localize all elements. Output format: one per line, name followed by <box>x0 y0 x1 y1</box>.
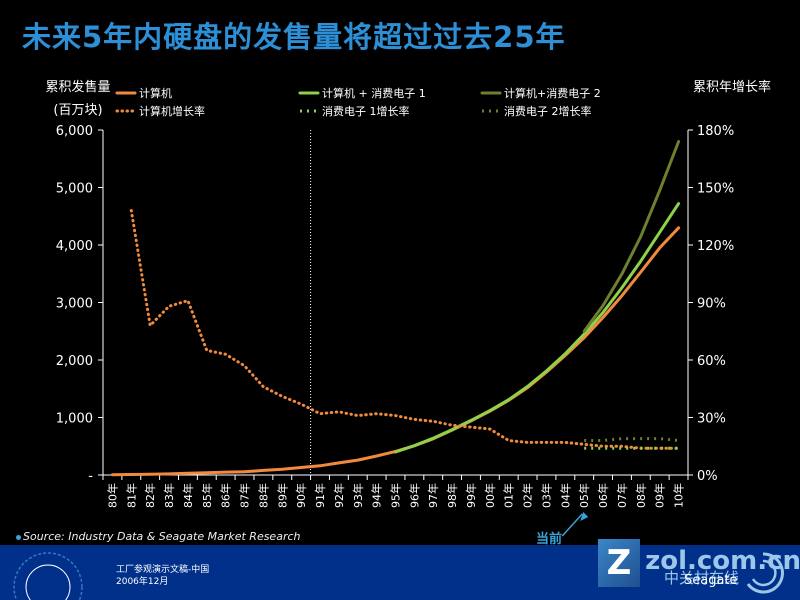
x-tick-label: 97年 <box>426 483 440 508</box>
left-tick-label: 5,000 <box>56 182 93 197</box>
left-axis-label-line1: 累积发售量 <box>45 80 111 95</box>
series-line-0 <box>110 226 681 477</box>
page-title: 未来5年内硬盘的发售量将超过过去25年 <box>22 20 566 54</box>
x-tick-label: 06年 <box>596 483 610 508</box>
left-tick-label: 3,000 <box>56 297 93 312</box>
x-tick-label: 01年 <box>502 483 516 508</box>
x-tick-label: 03年 <box>539 483 553 508</box>
right-tick-label: 60% <box>697 354 726 369</box>
left-axis-label: 累积发售量 (百万块) <box>38 76 118 118</box>
right-tick-label: 180% <box>697 124 734 139</box>
legend-label-3: 计算机增长率 <box>139 104 205 118</box>
x-tick-label: 85年 <box>200 483 214 508</box>
source-text: Source: Industry Data & Seagate Market R… <box>23 530 301 543</box>
x-tick-label: 05年 <box>577 483 591 508</box>
current-marker-label: 当前 <box>536 532 563 547</box>
x-tick-label: 90年 <box>294 483 308 508</box>
x-tick-label: 91年 <box>313 483 327 508</box>
x-tick-label: 84年 <box>181 483 195 508</box>
footer-ring-icon <box>13 552 83 600</box>
x-tick-label: 93年 <box>351 483 365 508</box>
seagate-logo-icon <box>746 552 784 594</box>
x-tick-label: 80年 <box>105 483 119 508</box>
x-tick-label: 04年 <box>558 483 572 508</box>
x-tick-label: 10年 <box>672 483 686 508</box>
left-tick-label: 1,000 <box>56 412 93 427</box>
footer-bar: 工厂参观演示文稿-中国 2006年12月 Z zol.com.cn 中关村在线 … <box>0 539 800 600</box>
x-tick-label: 95年 <box>389 483 403 508</box>
x-tick-label: 92年 <box>332 483 346 508</box>
watermark-subtitle: 中关村在线 <box>664 569 740 587</box>
x-tick-label: 02年 <box>521 483 535 508</box>
x-tick-label: 83年 <box>162 483 176 508</box>
legend-label-1: 计算机 + 消费电子 1 <box>322 86 426 100</box>
legend-label-2: 计算机+消费电子 2 <box>504 86 601 100</box>
zol-logo-icon: Z <box>598 539 640 587</box>
bullet-icon <box>16 534 21 540</box>
footer-line-2: 2006年12月 <box>116 577 169 587</box>
legend-label-0: 计算机 <box>139 86 172 100</box>
right-tick-label: 30% <box>697 412 726 427</box>
left-axis-label-line2: (百万块) <box>53 103 103 118</box>
series-line-1 <box>394 202 681 454</box>
right-tick-label: 90% <box>697 297 726 312</box>
x-tick-label: 07年 <box>615 483 629 508</box>
x-tick-label: 98年 <box>445 483 459 508</box>
right-tick-label: 150% <box>697 182 734 197</box>
current-arrow-line <box>561 513 583 537</box>
x-tick-label: 96年 <box>407 483 421 508</box>
x-tick-label: 86年 <box>219 483 233 508</box>
x-tick-label: 94年 <box>370 483 384 508</box>
legend-label-5: 消费电子 2增长率 <box>504 104 592 118</box>
left-tick-label: 2,000 <box>56 354 93 369</box>
left-tick-label: 6,000 <box>56 124 93 139</box>
x-tick-label: 88年 <box>256 483 270 508</box>
left-tick-label: 4,000 <box>56 239 93 254</box>
series-line-2 <box>582 140 681 333</box>
left-tick-label: - <box>88 469 93 484</box>
x-tick-label: 89年 <box>275 483 289 508</box>
x-tick-label: 00年 <box>483 483 497 508</box>
series-line-3 <box>129 209 681 450</box>
x-tick-label: 81年 <box>124 483 138 508</box>
x-tick-label: 09年 <box>653 483 667 508</box>
x-tick-label: 08年 <box>634 483 648 508</box>
footer-line-1: 工厂参观演示文稿-中国 <box>116 565 210 575</box>
right-tick-label: 0% <box>697 469 718 484</box>
x-tick-label: 87年 <box>238 483 252 508</box>
seagate-brand: Seagate <box>684 573 738 588</box>
series-line-5 <box>584 437 679 442</box>
legend-label-4: 消费电子 1增长率 <box>322 104 410 118</box>
x-tick-label: 82年 <box>143 483 157 508</box>
x-tick-label: 99年 <box>464 483 478 508</box>
right-axis-label: 累积年增长率 <box>692 80 771 95</box>
right-tick-label: 120% <box>697 239 734 254</box>
source-note: Source: Industry Data & Seagate Market R… <box>16 530 301 543</box>
current-arrow-head <box>580 512 589 521</box>
